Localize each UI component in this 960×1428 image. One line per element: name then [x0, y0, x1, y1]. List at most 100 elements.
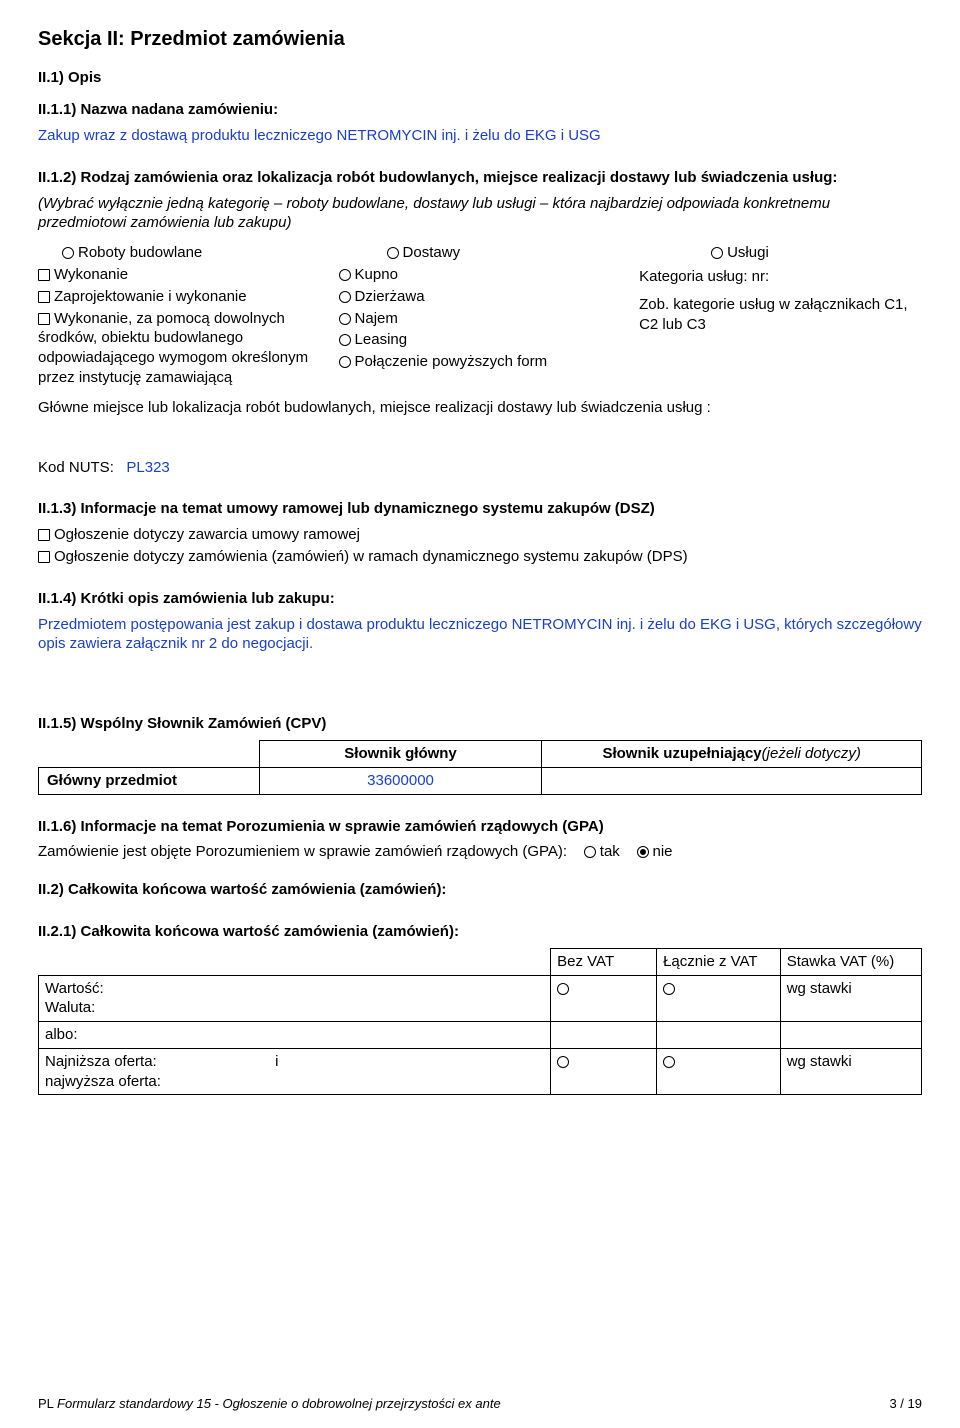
ii16-yes: tak [600, 843, 620, 860]
val-lacznie-1 [657, 975, 781, 1022]
radio-icon[interactable] [584, 846, 596, 858]
ii1-heading: II.1) Opis [38, 68, 922, 88]
footer-page: 3 / 19 [889, 1395, 922, 1412]
val-i: i [275, 1053, 278, 1070]
radio-icon[interactable] [557, 1056, 569, 1068]
label-polacz: Połączenie powyższych form [355, 353, 548, 370]
val-lacznie-2 [657, 1048, 781, 1095]
radio-icon[interactable] [339, 269, 351, 281]
opt-zapro: Zaprojektowanie i wykonanie [38, 287, 339, 307]
opt-kupno: Kupno [339, 265, 640, 285]
cpv-row-label: Główny przedmiot [39, 767, 260, 794]
radio-icon[interactable] [339, 356, 351, 368]
val-bezvat-1 [551, 975, 657, 1022]
ii13-heading: II.1.3) Informacje na temat umowy ramowe… [38, 499, 922, 519]
footer-left: PL Formularz standardowy 15 - Ogłoszenie… [38, 1395, 501, 1412]
cpv-col1: Słownik główny [259, 740, 542, 767]
val-h-lacznie: Łącznie z VAT [657, 948, 781, 975]
opt-najem: Najem [339, 309, 640, 329]
opt-dzier: Dzierżawa [339, 287, 640, 307]
val-albo: albo: [39, 1022, 551, 1049]
ii16-line: Zamówienie jest objęte Porozumieniem w s… [38, 842, 922, 862]
label-roboty: Roboty budowlane [78, 244, 202, 261]
ii14-heading: II.1.4) Krótki opis zamówienia lub zakup… [38, 589, 922, 609]
ii12-heading: II.1.2) Rodzaj zamówienia oraz lokalizac… [38, 168, 922, 188]
ii2-heading: II.2) Całkowita końcowa wartość zamówien… [38, 880, 922, 900]
val-lacznie-albo [657, 1022, 781, 1049]
page: Sekcja II: Przedmiot zamówienia II.1) Op… [0, 0, 960, 1428]
checkbox-icon[interactable] [38, 291, 50, 303]
val-row-najniz: Najniższa oferta: i najwyższa oferta: [39, 1048, 551, 1095]
footer: PL Formularz standardowy 15 - Ogłoszenie… [38, 1395, 922, 1412]
ii12-note: (Wybrać wyłącznie jedną kategorię – robo… [38, 194, 922, 234]
val-bezvat-2 [551, 1048, 657, 1095]
nuts-value: PL323 [126, 459, 169, 476]
ii21-heading: II.2.1) Całkowita końcowa wartość zamówi… [38, 922, 922, 942]
label-najem: Najem [355, 310, 398, 327]
val-empty [39, 948, 551, 975]
radio-icon[interactable] [711, 247, 723, 259]
label-zapro: Zaprojektowanie i wykonanie [54, 288, 247, 305]
cpv-col2b: (jeżeli dotyczy) [762, 745, 861, 762]
opt-wykonanie: Wykonanie [38, 265, 339, 285]
opt-roboty: Roboty budowlane [62, 243, 339, 263]
nuts-label: Kod NUTS: [38, 459, 114, 476]
radio-icon[interactable] [663, 983, 675, 995]
val-najniz: Najniższa oferta: [45, 1053, 157, 1070]
ii16-text: Zamówienie jest objęte Porozumieniem w s… [38, 843, 567, 860]
cpv-table: Słownik główny Słownik uzupełniający(jeż… [38, 740, 922, 795]
val-h-bezvat: Bez VAT [551, 948, 657, 975]
ii13-opt1: Ogłoszenie dotyczy zawarcia umowy ramowe… [38, 525, 922, 545]
ii12-mainloc: Główne miejsce lub lokalizacja robót bud… [38, 398, 922, 418]
cpv-row-val: 33600000 [259, 767, 542, 794]
val-stawka-1: wg stawki [780, 975, 921, 1022]
label-zob: Zob. kategorie usług w załącznikach C1, … [639, 295, 922, 335]
checkbox-icon[interactable] [38, 529, 50, 541]
opt-wyk-dow: Wykonanie, za pomocą dowolnych środków, … [38, 309, 339, 388]
radio-icon[interactable] [339, 291, 351, 303]
radio-icon[interactable] [387, 247, 399, 259]
ii15-heading: II.1.5) Wspólny Słownik Zamówień (CPV) [38, 714, 922, 734]
label-leasing: Leasing [355, 331, 408, 348]
cpv-col2: Słownik uzupełniający(jeżeli dotyczy) [542, 740, 922, 767]
val-najwyz: najwyższa oferta: [45, 1072, 544, 1092]
val-stawka-albo [780, 1022, 921, 1049]
ii13-opt2: Ogłoszenie dotyczy zamówienia (zamówień)… [38, 547, 922, 567]
radio-icon[interactable] [663, 1056, 675, 1068]
ii16-heading: II.1.6) Informacje na temat Porozumienia… [38, 817, 922, 837]
opt-uslugi: Usługi [711, 243, 922, 263]
opt-dostawy: Dostawy [387, 243, 640, 263]
opt-polacz: Połączenie powyższych form [339, 352, 640, 372]
radio-icon[interactable] [62, 247, 74, 259]
radio-icon[interactable] [557, 983, 569, 995]
ii11-value: Zakup wraz z dostawą produktu leczniczeg… [38, 126, 922, 146]
label-uslugi: Usługi [727, 244, 769, 261]
ii11-heading: II.1.1) Nazwa nadana zamówieniu: [38, 100, 922, 120]
col-dostawy: Dostawy Kupno Dzierżawa Najem Leasing Po… [339, 241, 640, 390]
checkbox-icon[interactable] [38, 269, 50, 281]
radio-icon[interactable] [339, 334, 351, 346]
radio-icon[interactable] [339, 313, 351, 325]
label-wykonanie: Wykonanie [54, 266, 128, 283]
nuts-row: Kod NUTS: PL323 [38, 458, 922, 478]
section-title: Sekcja II: Przedmiot zamówienia [38, 26, 922, 52]
opt-leasing: Leasing [339, 330, 640, 350]
footer-title: Formularz standardowy 15 - Ogłoszenie o … [57, 1396, 501, 1411]
ii16-no: nie [653, 843, 673, 860]
cpv-row-supp [542, 767, 922, 794]
col-uslugi: Usługi Kategoria usług: nr: Zob. kategor… [639, 241, 922, 390]
label-dzier: Dzierżawa [355, 288, 425, 305]
val-stawka-2: wg stawki [780, 1048, 921, 1095]
radio-icon-filled[interactable] [637, 846, 649, 858]
checkbox-icon[interactable] [38, 551, 50, 563]
ii12-columns: Roboty budowlane Wykonanie Zaprojektowan… [38, 241, 922, 390]
checkbox-icon[interactable] [38, 313, 50, 325]
val-wartosc: Wartość: [45, 979, 544, 999]
cpv-col2a: Słownik uzupełniający [602, 745, 761, 762]
val-waluta: Waluta: [45, 998, 544, 1018]
label-kat: Kategoria usług: nr: [639, 267, 922, 287]
val-row-wart-wal: Wartość: Waluta: [39, 975, 551, 1022]
ii13-opt2-label: Ogłoszenie dotyczy zamówienia (zamówień)… [54, 548, 688, 565]
label-dostawy: Dostawy [403, 244, 461, 261]
val-table: Bez VAT Łącznie z VAT Stawka VAT (%) War… [38, 948, 922, 1096]
